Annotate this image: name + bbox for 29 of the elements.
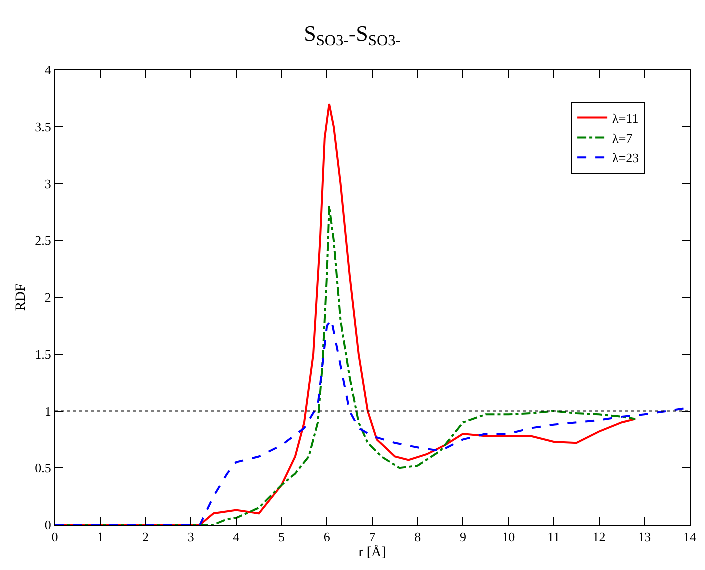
x-tick-label: 5 (278, 530, 286, 545)
x-axis-title: r [Å] (358, 544, 386, 561)
x-tick-label: 13 (638, 530, 652, 545)
x-tick-label: 12 (592, 530, 606, 545)
x-tick-label: 7 (369, 530, 376, 545)
y-axis-title: RDF (14, 284, 29, 312)
x-tick-label: 1 (97, 530, 104, 545)
legend-label: λ=11 (612, 110, 639, 126)
legend-label: λ=7 (612, 130, 634, 146)
y-tick-label: 3 (44, 176, 52, 192)
y-tick-label: 0.5 (35, 460, 52, 476)
x-tick-label: 2 (142, 530, 149, 545)
x-tick-label: 8 (414, 530, 422, 545)
x-tick-label: 10 (502, 530, 516, 545)
x-tick-label: 11 (548, 530, 560, 545)
y-tick-label: 1.5 (35, 346, 52, 362)
legend-label: λ=23 (612, 150, 640, 166)
x-tick-label: 14 (684, 530, 697, 545)
y-tick-label: 3.5 (35, 119, 52, 134)
y-tick-label: 4 (44, 62, 52, 78)
y-tick-label: 2 (44, 290, 52, 306)
y-tick-label: 0 (44, 518, 52, 533)
x-tick-label: 4 (233, 530, 240, 545)
y-tick-label: 2.5 (35, 233, 52, 248)
x-tick-label: 9 (460, 530, 466, 545)
x-tick-label: 3 (188, 530, 194, 545)
chart-title: S$_{SO3-}$-S$_{SO3-}$ (304, 21, 401, 50)
y-tick-label: 1 (44, 404, 52, 419)
x-tick-label: 6 (324, 530, 331, 545)
